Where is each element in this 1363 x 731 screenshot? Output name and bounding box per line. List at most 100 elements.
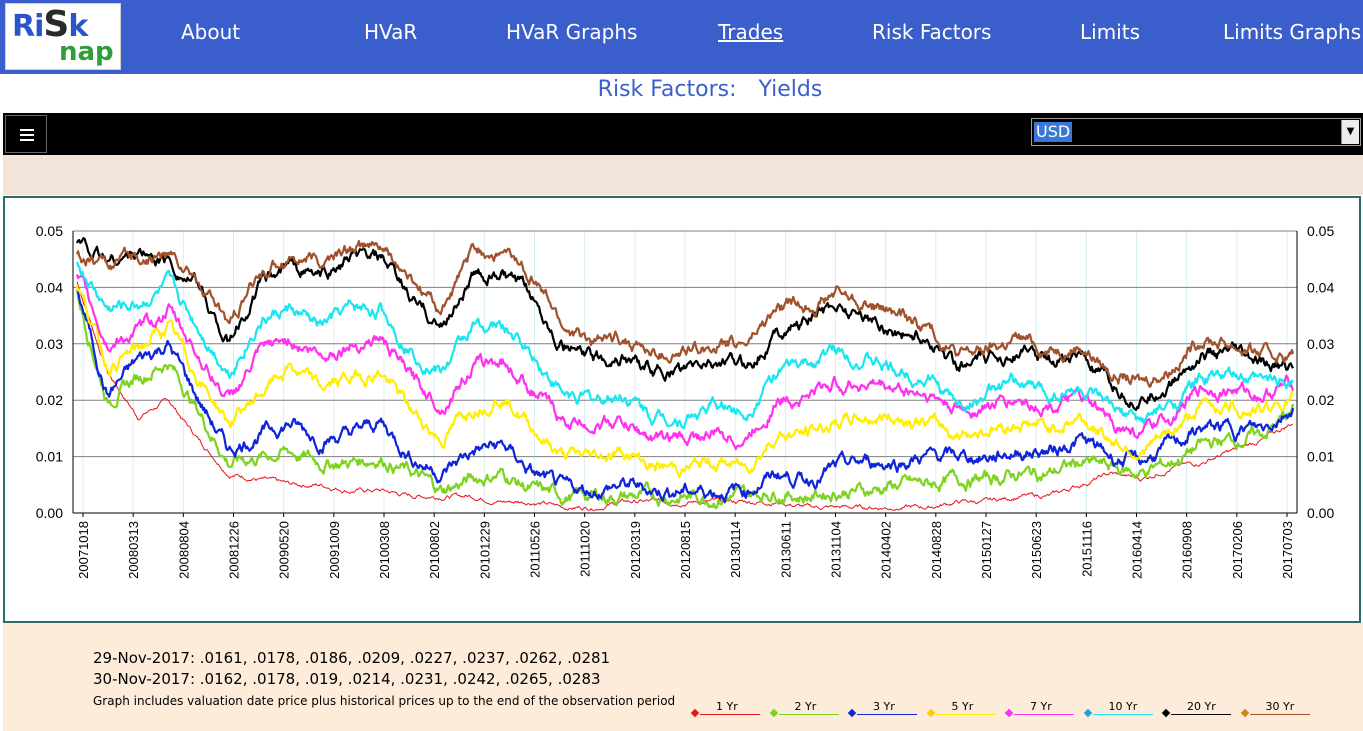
yield-line-chart: 0.00 0.00 0.01 0.01 0.02 0.02 0.03 0.03 0.04 0.04… <box>36 223 1335 579</box>
currency-select[interactable]: USD ▼ <box>1031 118 1361 146</box>
series-line-7-yr <box>75 274 1295 451</box>
legend-marker-icon <box>847 708 857 718</box>
hamburger-icon <box>20 129 34 131</box>
page-title: Risk Factors: Yields <box>0 76 1363 104</box>
series-line-10-yr <box>75 261 1294 430</box>
legend-line <box>700 714 760 715</box>
x-tick-label: 20110526 <box>528 521 543 578</box>
hamburger-icon-bar <box>20 134 34 136</box>
series-line-20-yr <box>76 237 1294 412</box>
legend-label: 3 Yr <box>873 700 895 713</box>
x-tick-label: 20140402 <box>879 521 894 579</box>
series-line-3-yr <box>76 289 1295 504</box>
nav-about[interactable]: About <box>181 20 241 44</box>
x-tick-label: 20170703 <box>1280 521 1295 579</box>
toolbar: USD ▼ <box>3 113 1363 155</box>
series-line-5-yr <box>75 285 1295 479</box>
x-tick-label: 20080313 <box>126 521 141 579</box>
footer-values-current: 30-Nov-2017: .0162, .0178, .019, .0214, … <box>93 670 601 688</box>
x-tick-label: 20071018 <box>76 521 91 579</box>
x-tick-label: 20160414 <box>1130 521 1145 579</box>
legend-marker-icon <box>690 708 700 718</box>
y-tick-label-left: 0.01 <box>36 449 63 465</box>
nav-risk-factors[interactable]: Risk Factors <box>872 20 992 44</box>
x-tick-label: 20111020 <box>578 521 593 577</box>
footer-panel <box>3 623 1363 731</box>
legend-item: 3 Yr <box>847 700 927 718</box>
legend-item: 20 Yr <box>1161 700 1241 718</box>
legend-line <box>1014 714 1074 715</box>
legend-line <box>935 714 996 715</box>
x-tick-label: 20140828 <box>929 521 944 579</box>
page-title-subject: Yields <box>758 77 823 102</box>
legend-marker-icon <box>926 708 935 718</box>
legend-line <box>1171 714 1231 715</box>
series-line-2-yr <box>75 289 1295 510</box>
y-tick-label-left: 0.05 <box>36 223 63 239</box>
y-tick-label-right: 0.00 <box>1307 505 1334 521</box>
nav-limits-graphs[interactable]: Limits Graphs <box>1223 20 1362 44</box>
legend-marker-icon <box>1240 708 1249 718</box>
x-tick-label: 20100802 <box>427 521 442 579</box>
x-tick-label: 20120815 <box>678 521 693 579</box>
footer-note: Graph includes valuation date price plus… <box>93 694 676 708</box>
hamburger-icon-bar <box>20 139 34 141</box>
hamburger-menu-button[interactable] <box>5 115 47 153</box>
legend-marker-icon <box>1161 708 1171 718</box>
series-line-1-yr <box>76 281 1294 511</box>
spacer-band <box>3 155 1363 195</box>
legend-item: 10 Yr <box>1083 700 1163 718</box>
logo-text-bottom: nap <box>59 37 114 67</box>
legend-marker-icon <box>769 708 778 718</box>
legend-marker-icon <box>1083 708 1092 718</box>
page-title-section: Risk Factors: <box>597 77 737 102</box>
nav-hvar-graphs[interactable]: HVaR Graphs <box>506 20 638 44</box>
x-tick-label: 20130611 <box>778 521 793 578</box>
y-tick-label-right: 0.02 <box>1307 392 1334 408</box>
legend-label: 5 Yr <box>951 700 974 713</box>
x-tick-label: 20090520 <box>277 521 292 579</box>
x-tick-label: 20091009 <box>327 521 342 579</box>
legend-line <box>778 714 839 715</box>
x-tick-label: 20080804 <box>176 521 191 579</box>
currency-select-value: USD <box>1034 122 1073 142</box>
nav-trades[interactable]: Trades <box>718 20 784 44</box>
legend-line <box>1092 714 1153 715</box>
y-tick-label-left: 0.04 <box>36 279 63 295</box>
x-tick-label: 20100308 <box>377 521 392 579</box>
legend-label: 20 Yr <box>1187 700 1216 713</box>
legend-item: 30 Yr <box>1240 700 1320 718</box>
legend-label: 10 Yr <box>1108 700 1138 713</box>
footer-values-prev: 29-Nov-2017: .0161, .0178, .0186, .0209,… <box>93 649 611 667</box>
x-tick-label: 20081226 <box>227 521 242 579</box>
yield-chart-panel: 0.00 0.00 0.01 0.01 0.02 0.02 0.03 0.03 0.04 0.04… <box>3 196 1361 623</box>
top-navigation-bar: RiSk nap About HVaR HVaR Graphs Trades R… <box>0 0 1363 74</box>
chevron-down-icon[interactable]: ▼ <box>1341 120 1359 144</box>
x-tick-label: 20130114 <box>728 521 743 578</box>
legend-label: 30 Yr <box>1265 700 1295 713</box>
x-tick-label: 20160908 <box>1180 521 1195 579</box>
legend-item: 2 Yr <box>769 700 849 718</box>
x-tick-label: 20120319 <box>628 521 643 579</box>
y-tick-label-right: 0.03 <box>1307 336 1334 352</box>
legend-label: 1 Yr <box>716 700 738 713</box>
y-tick-label-left: 0.00 <box>36 505 63 521</box>
x-tick-label: 20101229 <box>477 521 492 579</box>
logo-text-top: RiSk <box>12 4 88 45</box>
y-tick-label-right: 0.05 <box>1307 223 1334 239</box>
y-tick-label-right: 0.01 <box>1307 449 1334 465</box>
legend-label: 2 Yr <box>794 700 817 713</box>
x-tick-label: 20151116 <box>1079 521 1094 577</box>
legend-item: 1 Yr <box>690 700 770 718</box>
nav-hvar[interactable]: HVaR <box>364 20 418 44</box>
y-tick-label-left: 0.02 <box>36 392 63 408</box>
series-line-30-yr <box>75 239 1295 388</box>
risksnap-logo[interactable]: RiSk nap <box>5 3 121 70</box>
legend-line <box>857 714 917 715</box>
y-tick-label-left: 0.03 <box>36 336 63 352</box>
nav-limits[interactable]: Limits <box>1080 20 1140 44</box>
x-tick-label: 20131104 <box>829 521 844 578</box>
x-tick-label: 20150127 <box>979 521 994 579</box>
legend-item: 7 Yr <box>1004 700 1084 718</box>
x-tick-label: 20170206 <box>1230 521 1245 579</box>
